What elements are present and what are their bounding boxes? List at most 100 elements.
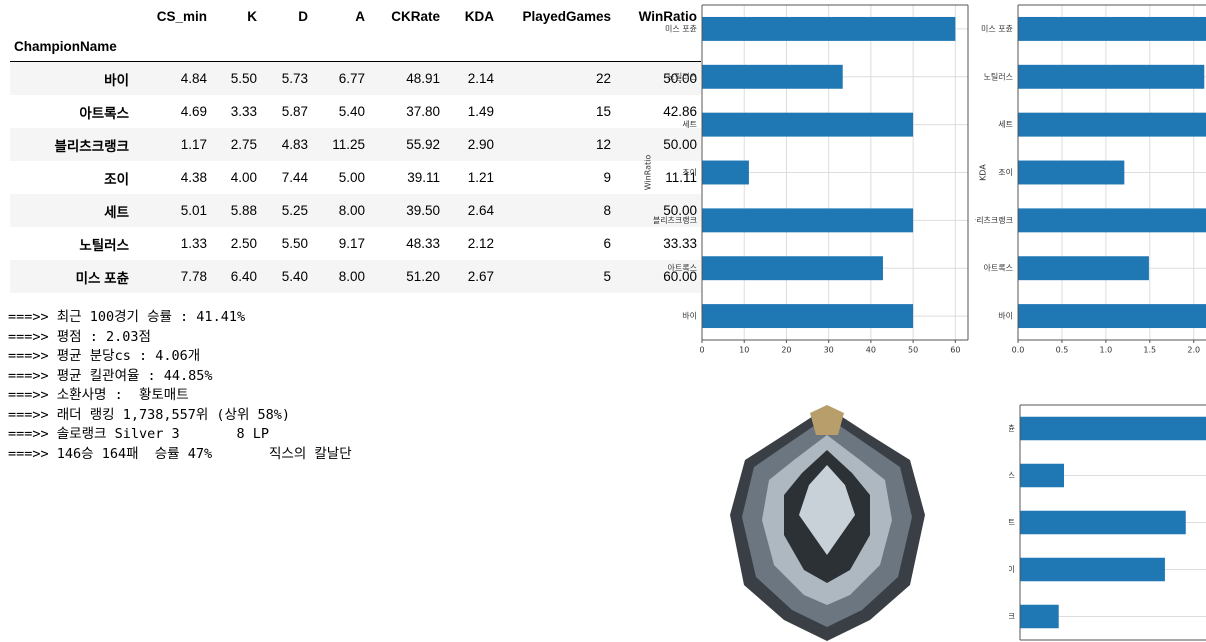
cell: 5.01 (180, 203, 207, 218)
cell: 8.00 (338, 203, 365, 218)
x-tick-label: 30 (824, 346, 834, 355)
cell: 3.33 (230, 104, 257, 119)
cell: 5.73 (281, 71, 308, 86)
x-tick-label: 40 (866, 346, 876, 355)
cell: 4.84 (180, 71, 207, 86)
cell: 33.33 (663, 236, 697, 251)
cell: 2.64 (467, 203, 494, 218)
cell: 2.50 (230, 236, 257, 251)
cell: 2.75 (230, 137, 257, 152)
bar (1018, 64, 1205, 89)
column-header: WinRatio (638, 8, 697, 24)
y-tick-label: 아트록스 (668, 263, 697, 273)
cell: 2.14 (467, 71, 494, 86)
y-tick-label: 미스 포츈 (981, 24, 1013, 33)
cell: 1.33 (180, 236, 207, 251)
rank-emblem (730, 405, 925, 641)
kda-chart: 0.0 0.5 1.0 1.5 2.0 미스 포츈노틸러스세트조이블리츠크랭크아트록스바이… (975, 4, 1206, 355)
row-label: 미스 포츈 (75, 270, 129, 286)
y-tick-label: 세트 (682, 120, 697, 129)
index-name-row: ChampionName (10, 32, 701, 62)
cell: 5.40 (338, 104, 365, 119)
output-line: ===>> 평점 : 2.03점 (8, 328, 151, 345)
y-tick-label: 조이 (682, 167, 697, 177)
y-tick-label: 조이 (998, 167, 1013, 177)
y-tick-label: 블리츠크랭크 (975, 215, 1013, 225)
x-tick-label: 0 (699, 346, 704, 355)
x-tick-label: 50 (908, 346, 918, 355)
cell: 7.44 (281, 170, 308, 185)
y-tick-label: 아트록스 (984, 263, 1013, 273)
y-tick-label: 노틸러스 (984, 71, 1013, 81)
cell: 50.00 (663, 137, 697, 152)
output-line: ===>> 솔로랭크 Silver 3 8 LP (8, 426, 269, 442)
cell: 4.69 (180, 104, 207, 119)
table-row: 조이 4.38 4.00 7.44 5.00 39.11 1.21 9 11.11 (10, 161, 701, 194)
table-row: 블리츠크랭크 1.17 2.75 4.83 11.25 55.92 2.90 12 50.00 (10, 128, 701, 161)
bar (702, 160, 749, 185)
cell: 39.50 (406, 203, 440, 218)
cell: 8 (603, 203, 611, 218)
y-tick-label: 세트 (1000, 518, 1015, 527)
cell: 6.77 (338, 71, 365, 86)
y-tick-label: 블리츠크랭크 (975, 611, 1015, 621)
x-tick-label: 2.0 (1187, 346, 1200, 355)
y-tick-label: 미스 포츈 (665, 24, 697, 33)
cell: 60.00 (663, 269, 697, 284)
cell: 48.33 (406, 236, 440, 251)
output-line: ===>> 146승 164패 승률 47% 직스의 칼날단 (8, 445, 352, 462)
row-label: 세트 (104, 204, 129, 220)
cell: 11.11 (665, 170, 697, 185)
cell: 51.20 (406, 269, 440, 284)
column-header: D (298, 8, 308, 24)
cell: 5.87 (281, 104, 308, 119)
y-tick-label: 미스 포츈 (983, 424, 1015, 433)
text-output: ===>> 최근 100경기 승률 : 41.41% ===>> 평점 : 2.0… (8, 308, 352, 464)
row-label: 블리츠크랭크 (54, 138, 129, 154)
row-label: 조이 (104, 171, 129, 187)
x-tick-label: 0.5 (1056, 346, 1069, 355)
cell: 42.86 (663, 104, 697, 119)
cell: 5 (603, 269, 611, 284)
cell: 11.25 (332, 137, 365, 152)
bar (702, 64, 843, 89)
y-axis-label: WinRatio (644, 155, 653, 191)
output-line: ===>> 평균 킬관여율 : 44.85% (8, 367, 213, 384)
x-tick-label: 10 (739, 346, 749, 355)
cell: 39.11 (407, 170, 440, 185)
bar (702, 304, 914, 329)
cell: 7.78 (180, 269, 207, 284)
table-body: 바이 4.84 5.50 5.73 6.77 48.91 2.14 22 50.00 아트록스 4.… (10, 61, 701, 293)
cell: 4.83 (281, 137, 308, 152)
index-name: ChampionName (10, 32, 133, 62)
table-row: 노틸러스 1.33 2.50 5.50 9.17 48.33 2.12 6 33.33 (10, 227, 701, 260)
output-line: ===>> 최근 100경기 승률 : 41.41% (8, 309, 246, 325)
table-row: 아트록스 4.69 3.33 5.87 5.40 37.80 1.49 15 42.86 (10, 95, 701, 128)
cell: 37.80 (406, 104, 440, 119)
bar (702, 256, 883, 281)
cell: 6 (603, 236, 611, 251)
bar (1018, 304, 1206, 329)
y-axis-label: KDA (979, 164, 988, 181)
y-tick-label: 노틸러스 (986, 470, 1015, 480)
cell: 12 (595, 137, 611, 152)
bar (1020, 463, 1065, 488)
x-tick-label: 1.5 (1143, 346, 1156, 355)
table-row: 바이 4.84 5.50 5.73 6.77 48.91 2.14 22 50.00 (10, 61, 701, 95)
bar (1020, 416, 1206, 441)
column-header: PlayedGames (522, 8, 611, 24)
cell: 2.90 (467, 137, 494, 152)
cell: 55.92 (406, 137, 440, 152)
dataframe: CS_min K D A CKRate KDA PlayedGames WinRatio Cha… (10, 0, 701, 293)
row-label: 노틸러스 (79, 237, 129, 253)
cell: 5.40 (281, 269, 308, 284)
column-header: CS_min (156, 8, 207, 24)
cell: 5.00 (338, 170, 365, 185)
bar (1018, 208, 1206, 233)
cell: 9 (603, 170, 611, 185)
column-header: K (247, 8, 257, 24)
output-line: ===>> 소환사명 : 황토매트 (8, 387, 189, 403)
row-label: 바이 (104, 72, 129, 88)
